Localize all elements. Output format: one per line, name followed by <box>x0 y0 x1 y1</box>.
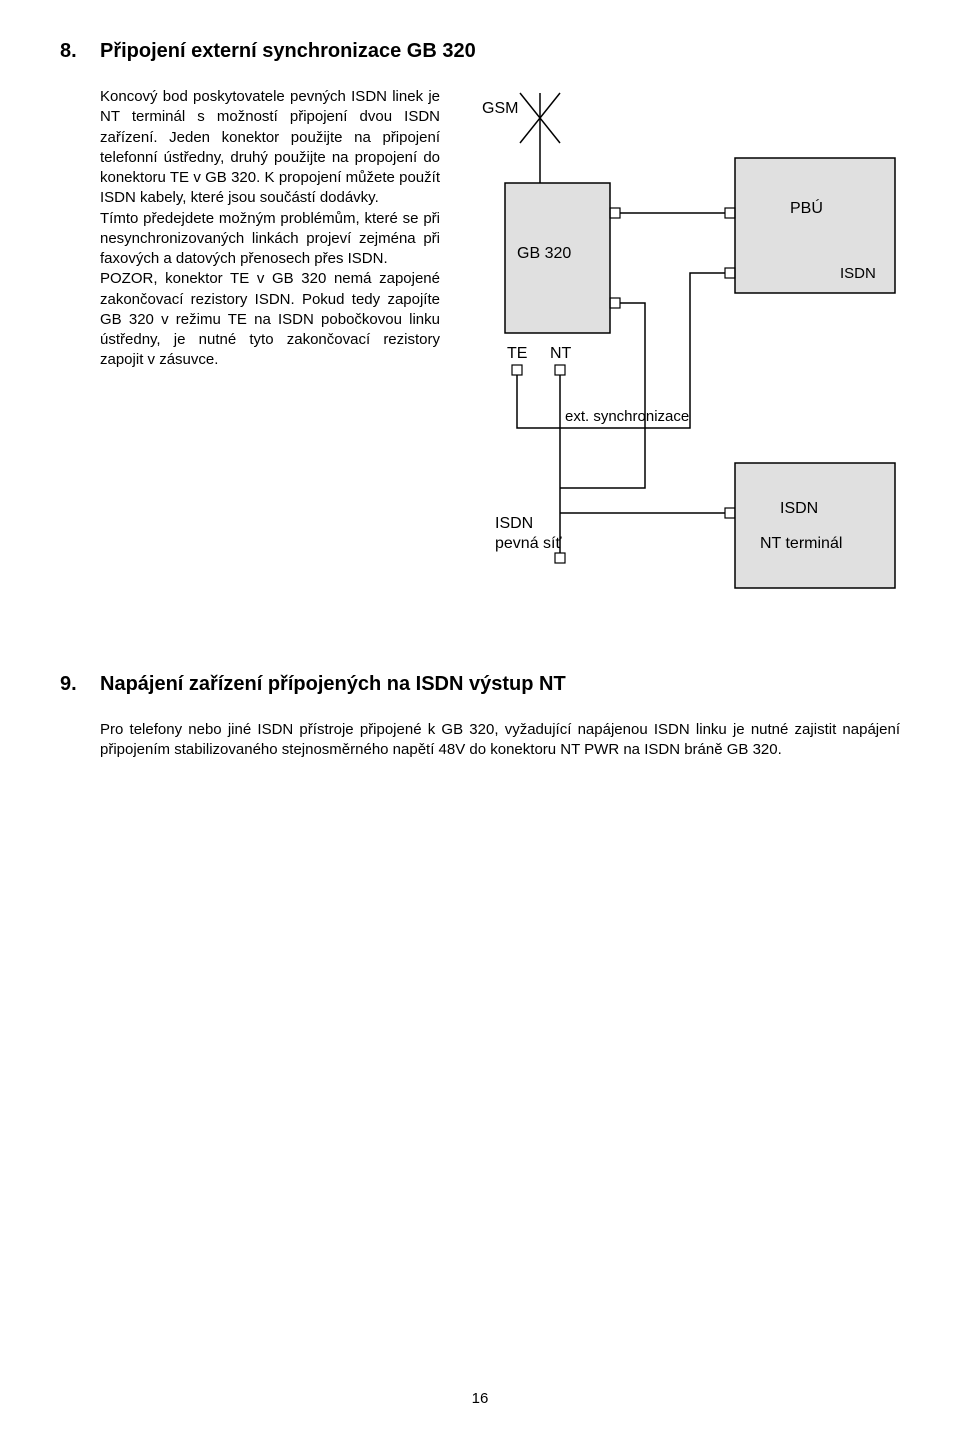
connector-pbu-bottom <box>725 268 735 278</box>
connector-pbu-top <box>725 208 735 218</box>
label-gsm: GSM <box>482 100 518 117</box>
section-8-body: Koncový bod poskytovatele pevných ISDN l… <box>60 87 900 643</box>
section-8-number: 8. <box>60 40 100 63</box>
antenna-icon <box>520 93 560 148</box>
page-number: 16 <box>0 1390 960 1407</box>
label-te: TE <box>507 345 527 362</box>
label-nt: NT <box>550 345 572 362</box>
connector-gb320-top <box>610 208 620 218</box>
connector-te <box>512 365 522 375</box>
connector-gb320-bottom <box>610 298 620 308</box>
box-nt-terminal <box>735 463 895 588</box>
label-pbu: PBÚ <box>790 198 823 217</box>
connector-isdn-net <box>555 553 565 563</box>
label-pevna-sit: pevná síť <box>495 535 562 552</box>
section-8-para-2: Tímto předejdete možným problémům, které… <box>100 209 440 270</box>
connector-nt-terminal-left <box>725 508 735 518</box>
connector-nt <box>555 365 565 375</box>
section-8-heading: 8. Připojení externí synchronizace GB 32… <box>60 40 900 63</box>
label-isdn-nt: ISDN <box>780 500 818 517</box>
section-8-text-column: Koncový bod poskytovatele pevných ISDN l… <box>100 87 440 643</box>
section-8-title: Připojení externí synchronizace GB 320 <box>100 40 476 63</box>
section-9-title: Napájení zařízení přípojených na ISDN vý… <box>100 673 566 696</box>
label-gb320: GB 320 <box>517 245 571 262</box>
label-pbu-isdn: ISDN <box>840 265 876 282</box>
section-9-para-1: Pro telefony nebo jiné ISDN přístroje př… <box>100 720 900 761</box>
label-ext-sync: ext. synchronizace <box>565 408 689 425</box>
label-nt-terminal: NT terminál <box>760 535 842 552</box>
section-9-heading: 9. Napájení zařízení přípojených na ISDN… <box>60 673 900 696</box>
section-9-number: 9. <box>60 673 100 696</box>
section-8-para-3: POZOR, konektor TE v GB 320 nemá zapojen… <box>100 269 440 370</box>
label-isdn-bottom: ISDN <box>495 515 533 532</box>
connection-diagram: GSM GB 320 PBÚ ISDN TE <box>470 83 900 643</box>
section-8-para-1: Koncový bod poskytovatele pevných ISDN l… <box>100 87 440 209</box>
